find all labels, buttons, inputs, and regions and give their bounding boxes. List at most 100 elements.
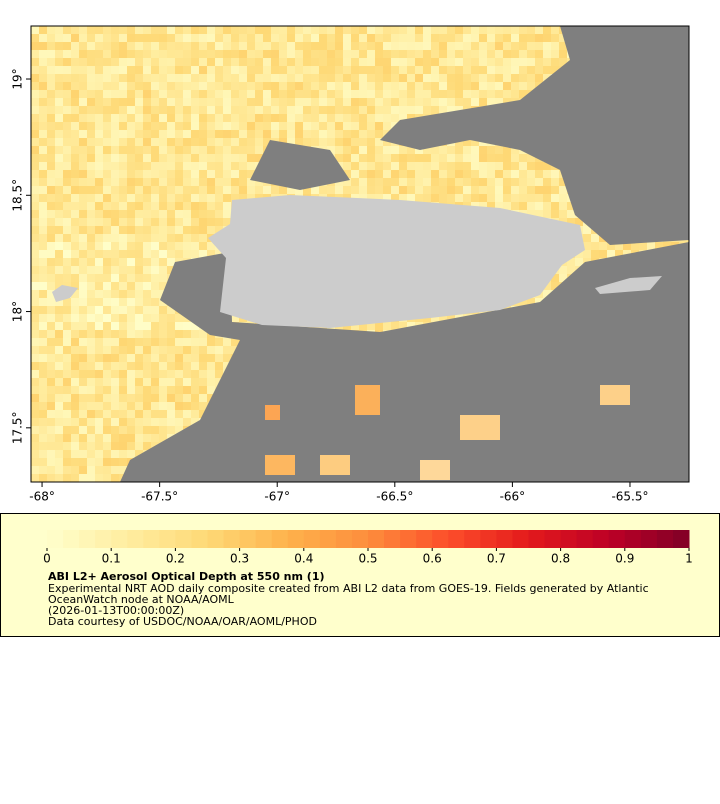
aod-cell bbox=[439, 170, 447, 178]
aod-cell bbox=[135, 210, 143, 218]
aod-cell bbox=[351, 138, 359, 146]
aod-cell bbox=[207, 226, 215, 234]
aod-cell bbox=[367, 194, 375, 202]
aod-cell bbox=[215, 146, 223, 154]
aod-cell bbox=[431, 106, 439, 114]
aod-cell bbox=[327, 186, 335, 194]
aod-cell bbox=[279, 138, 287, 146]
aod-cell bbox=[239, 162, 247, 170]
aod-cell bbox=[279, 42, 287, 50]
aod-cell bbox=[47, 210, 55, 218]
aod-cell bbox=[71, 290, 79, 298]
aod-cell bbox=[519, 186, 527, 194]
aod-cell bbox=[191, 194, 199, 202]
legend-line: (2026-01-13T00:00:00Z) bbox=[48, 604, 184, 617]
aod-cell bbox=[559, 210, 567, 218]
aod-cell bbox=[167, 162, 175, 170]
aod-cell bbox=[215, 362, 223, 370]
aod-cell bbox=[407, 90, 415, 98]
aod-cell bbox=[71, 426, 79, 434]
aod-cell bbox=[231, 42, 239, 50]
aod-cell bbox=[391, 114, 399, 122]
aod-cell bbox=[103, 338, 111, 346]
aod-cell bbox=[119, 146, 127, 154]
aod-cell bbox=[39, 242, 47, 250]
aod-cell bbox=[71, 162, 79, 170]
aod-cell bbox=[431, 194, 439, 202]
aod-cell bbox=[407, 114, 415, 122]
aod-cell bbox=[199, 194, 207, 202]
aod-cell bbox=[47, 186, 55, 194]
aod-cell bbox=[495, 154, 503, 162]
aod-cell bbox=[111, 370, 119, 378]
aod-cell bbox=[39, 218, 47, 226]
aod-cell bbox=[143, 42, 151, 50]
aod-cell bbox=[503, 90, 511, 98]
aod-cell bbox=[151, 122, 159, 130]
aod-cell bbox=[479, 194, 487, 202]
aod-cell bbox=[279, 130, 287, 138]
aod-cell bbox=[503, 26, 511, 34]
aod-cell bbox=[167, 138, 175, 146]
aod-cell bbox=[439, 66, 447, 74]
aod-cell bbox=[231, 186, 239, 194]
aod-cell bbox=[143, 98, 151, 106]
aod-cell bbox=[55, 82, 63, 90]
aod-cell bbox=[343, 26, 351, 34]
colorbar-cell bbox=[127, 530, 144, 548]
aod-cell bbox=[535, 58, 543, 66]
aod-cell bbox=[199, 210, 207, 218]
aod-cell bbox=[135, 258, 143, 266]
aod-cell bbox=[543, 290, 551, 298]
aod-cell bbox=[63, 258, 71, 266]
aod-cell bbox=[543, 178, 551, 186]
aod-cell bbox=[127, 186, 135, 194]
aod-cell bbox=[55, 418, 63, 426]
aod-cell bbox=[159, 106, 167, 114]
aod-cell bbox=[183, 146, 191, 154]
aod-cell bbox=[471, 90, 479, 98]
aod-cell bbox=[159, 266, 167, 274]
aod-cell bbox=[343, 178, 351, 186]
aod-cell bbox=[175, 138, 183, 146]
aod-cell bbox=[79, 290, 87, 298]
aod-cell bbox=[207, 202, 215, 210]
aod-cell bbox=[231, 138, 239, 146]
aod-cell bbox=[111, 234, 119, 242]
aod-cell bbox=[71, 26, 79, 34]
aod-cell bbox=[447, 146, 455, 154]
aod-cell bbox=[527, 202, 535, 210]
aod-cell bbox=[215, 130, 223, 138]
aod-cell bbox=[63, 314, 71, 322]
aod-cell bbox=[127, 170, 135, 178]
aod-cell bbox=[271, 98, 279, 106]
aod-cell bbox=[103, 50, 111, 58]
aod-cell bbox=[87, 186, 95, 194]
aod-cell bbox=[375, 106, 383, 114]
aod-cell bbox=[79, 218, 87, 226]
aod-cell bbox=[159, 242, 167, 250]
aod-cell bbox=[39, 178, 47, 186]
aod-cell bbox=[127, 450, 135, 458]
aod-cell bbox=[119, 394, 127, 402]
colorbar-cell bbox=[480, 530, 497, 548]
aod-cell bbox=[127, 434, 135, 442]
aod-cell bbox=[535, 178, 543, 186]
aod-cell bbox=[103, 210, 111, 218]
aod-cell bbox=[519, 34, 527, 42]
aod-cell bbox=[519, 26, 527, 34]
aod-cell bbox=[383, 146, 391, 154]
aod-cell bbox=[495, 26, 503, 34]
aod-cell bbox=[55, 90, 63, 98]
aod-cell bbox=[207, 34, 215, 42]
aod-cell bbox=[247, 130, 255, 138]
aod-cell bbox=[151, 338, 159, 346]
aod-cell bbox=[303, 26, 311, 34]
aod-cell bbox=[79, 402, 87, 410]
aod-cell bbox=[503, 66, 511, 74]
aod-cell bbox=[39, 50, 47, 58]
aod-cell bbox=[87, 66, 95, 74]
aod-cell bbox=[63, 146, 71, 154]
aod-cell bbox=[71, 322, 79, 330]
aod-cell bbox=[39, 26, 47, 34]
